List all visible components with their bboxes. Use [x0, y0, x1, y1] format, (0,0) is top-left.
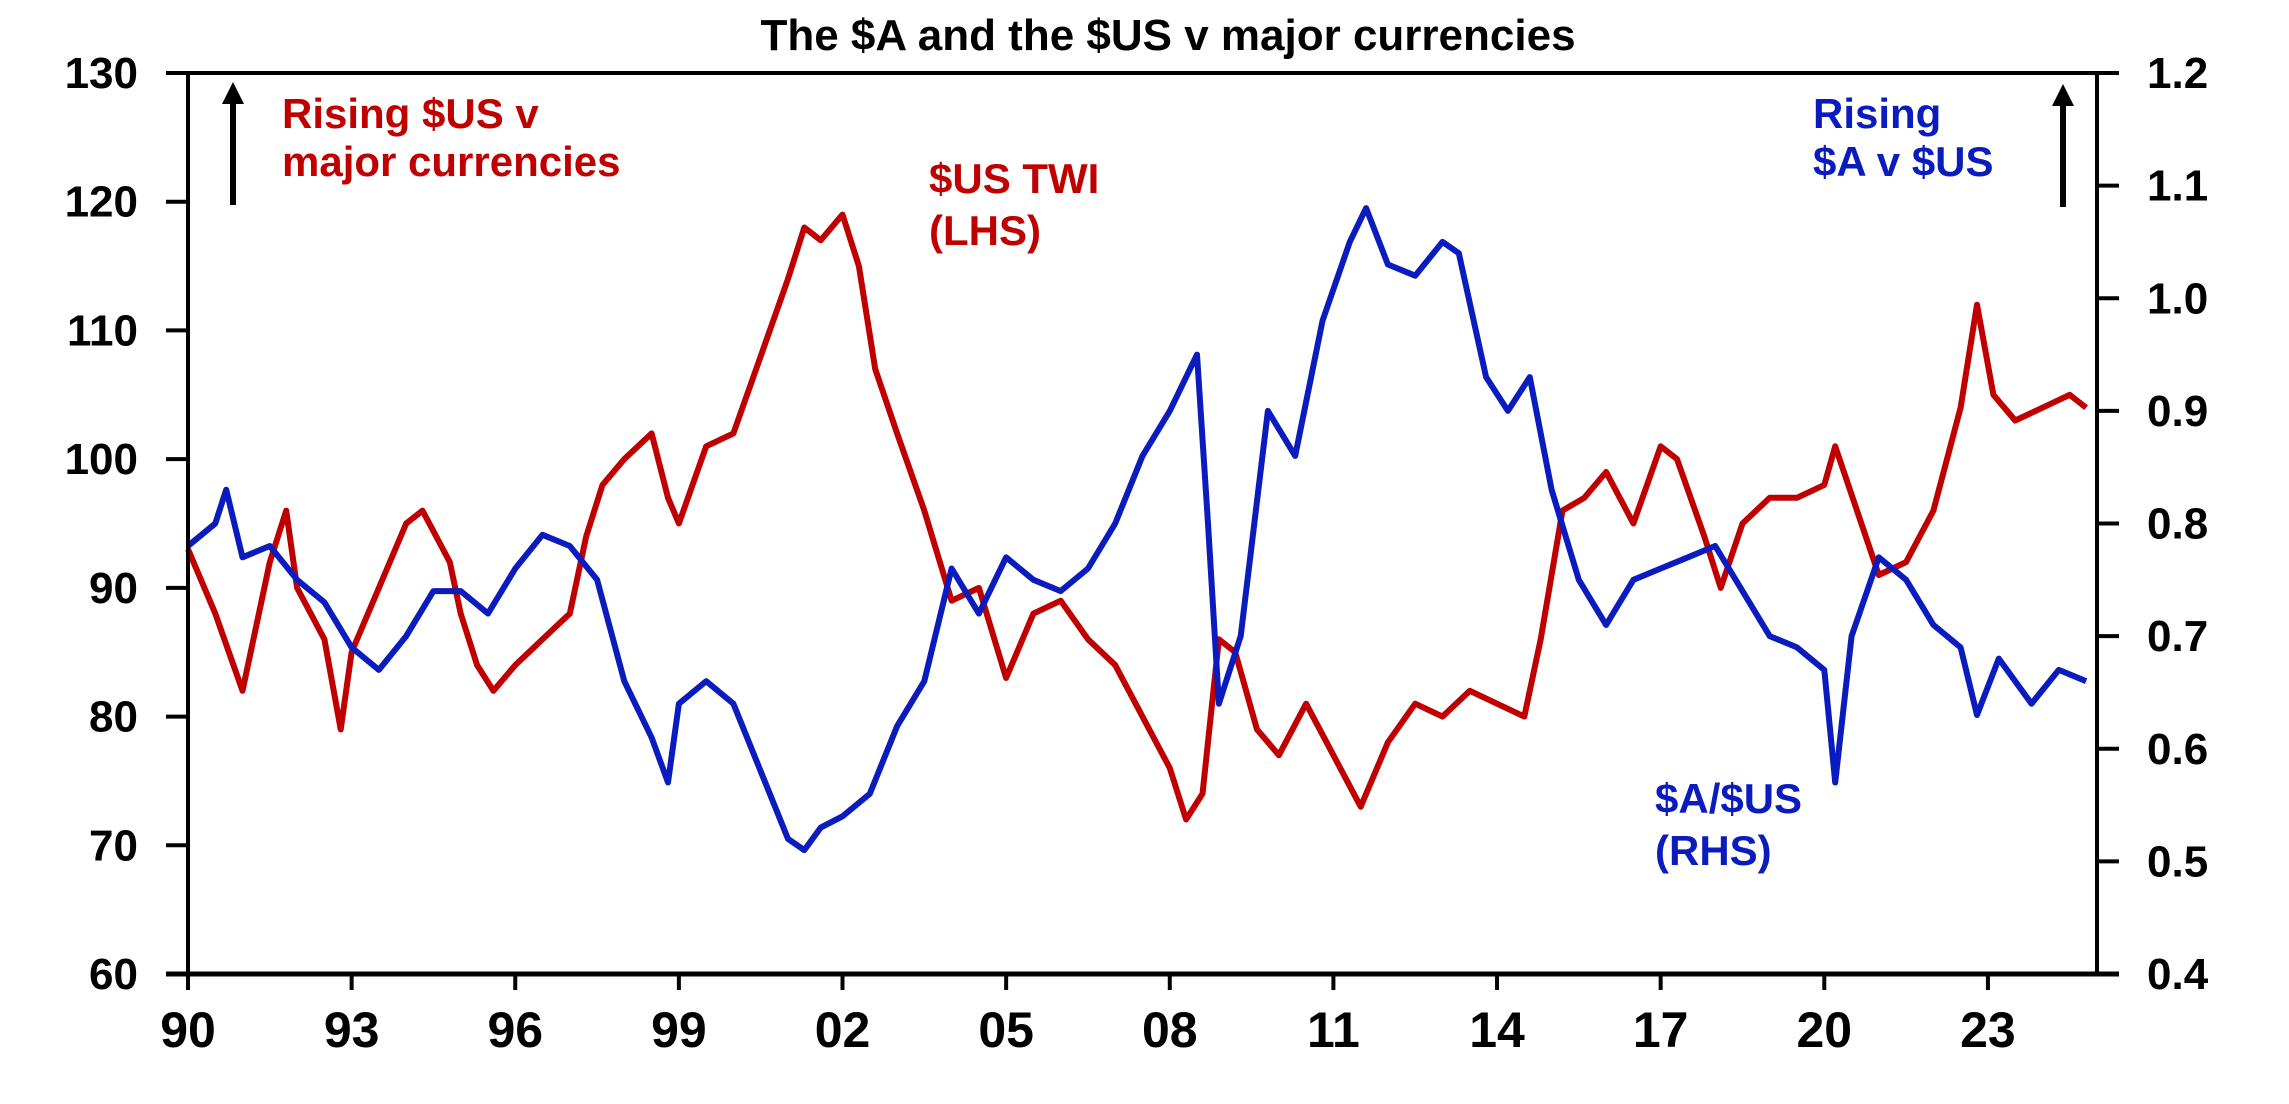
- x-tick-label: 96: [487, 1002, 543, 1058]
- x-tick-label: 20: [1796, 1002, 1852, 1058]
- right-arrow: [2052, 84, 2074, 207]
- x-tick-label: 23: [1960, 1002, 2016, 1058]
- left-y-tick-label: 110: [67, 306, 138, 355]
- aud-series-label-1: $A/$US: [1655, 775, 1802, 822]
- chart-title: The $A and the $US v major currencies: [760, 11, 1575, 60]
- x-tick-label: 11: [1307, 1002, 1360, 1058]
- left-arrow: [222, 82, 244, 205]
- left-y-tick-label: 80: [89, 693, 138, 742]
- left-y-tick-label: 90: [89, 564, 138, 613]
- x-tick-label: 90: [160, 1002, 216, 1058]
- right-y-tick-label: 0.4: [2147, 950, 2209, 999]
- x-tick-label: 02: [815, 1002, 871, 1058]
- x-tick-label: 05: [978, 1002, 1034, 1058]
- left-y-tick-label: 60: [89, 950, 138, 999]
- left-y-tick-label: 130: [65, 49, 138, 98]
- right-y-tick-label: 0.7: [2147, 612, 2208, 661]
- right-y-tick-label: 0.6: [2147, 725, 2208, 774]
- x-tick-label: 99: [651, 1002, 707, 1058]
- right-y-tick-label: 1.1: [2147, 162, 2208, 211]
- twi-series-line: [185, 211, 2088, 823]
- aud-series-line: [186, 205, 2088, 854]
- left-y-tick-label: 70: [89, 821, 138, 870]
- twi-series-label-2: (LHS): [929, 207, 1041, 254]
- series-layer: [185, 205, 2088, 854]
- left-y-tick-label: 100: [65, 435, 138, 484]
- right-y-tick-label: 1.2: [2147, 49, 2208, 98]
- right-y-tick-label: 0.9: [2147, 387, 2208, 436]
- x-tick-label: 14: [1469, 1002, 1525, 1058]
- x-tick-label: 93: [324, 1002, 380, 1058]
- right-y-tick-label: 0.8: [2147, 500, 2208, 549]
- left-arrow-label-1: Rising $US v: [282, 90, 539, 137]
- right-y-tick-label: 1.0: [2147, 274, 2208, 323]
- x-tick-label: 17: [1633, 1002, 1689, 1058]
- x-tick-label: 08: [1142, 1002, 1198, 1058]
- aud-series-label-2: (RHS): [1655, 827, 1772, 874]
- right-arrow-label-2: $A v $US: [1813, 138, 1994, 185]
- axes: 130 120 110 100 90 80 70 60 1.2 1.1 1.0 0.9 0.8 0.7 0.…: [65, 49, 2209, 1058]
- right-y-tick-label: 0.5: [2147, 837, 2208, 886]
- twi-series-label-1: $US TWI: [929, 155, 1099, 202]
- left-arrow-label-2: major currencies: [282, 138, 621, 185]
- right-arrow-label-1: Rising: [1813, 90, 1941, 137]
- left-y-tick-label: 120: [65, 178, 138, 227]
